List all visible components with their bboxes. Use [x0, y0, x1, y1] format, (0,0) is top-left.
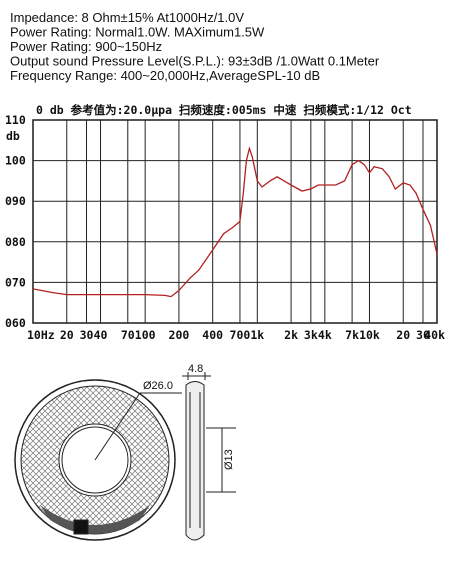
spec-line: Power Rating: Normal1.0W. MAXimum1.5W — [10, 25, 265, 40]
y-tick-label: 060 — [5, 316, 26, 330]
x-tick-label: 200 — [169, 328, 190, 342]
x-tick-label: 70 — [121, 328, 135, 342]
x-tick-label: 10Hz — [27, 328, 55, 342]
x-tick-label: 3k — [304, 328, 318, 342]
x-tick-label: 100 — [135, 328, 156, 342]
x-tick-label: 400 — [202, 328, 223, 342]
x-tick-label: 40k — [424, 328, 445, 342]
x-tick-label: 2k — [284, 328, 298, 342]
inner-diameter: Ø13 — [223, 449, 235, 470]
x-tick-label: 20 — [396, 328, 410, 342]
spec-line: Output sound Pressure Level(S.P.L.): 93±… — [10, 54, 380, 69]
x-tick-label: 700 — [230, 328, 251, 342]
y-axis-label: db — [6, 129, 20, 143]
y-tick-label: 070 — [5, 275, 26, 289]
spec-line: Impedance: 8 Ohm±15% At1000Hz/1.0V — [10, 10, 244, 25]
depth: 4.8 — [188, 363, 203, 375]
chart-subtitle: 0 db 参考值为:20.0μpa 扫频速度:005ms 中速 扫频模式:1/1… — [36, 103, 412, 117]
x-tick-label: 30 — [416, 328, 430, 342]
spec-line: Frequency Range: 400~20,000Hz,AverageSPL… — [10, 68, 320, 83]
y-tick-label: 110 — [5, 113, 26, 127]
spec-line: Power Rating: 900~150Hz — [10, 39, 162, 54]
x-tick-label: 7k — [345, 328, 359, 342]
x-tick-label: 4k — [318, 328, 332, 342]
mechanical-drawing — [14, 372, 236, 541]
data-line — [32, 146, 438, 298]
outer-diameter: Ø26.0 — [143, 380, 173, 392]
x-tick-label: 1k — [250, 328, 264, 342]
x-tick-label: 10k — [359, 328, 380, 342]
x-tick-label: 20 — [60, 328, 74, 342]
y-tick-label: 090 — [5, 194, 26, 208]
plot-frame — [32, 119, 438, 324]
y-tick-label: 080 — [5, 235, 26, 249]
x-tick-label: 40 — [94, 328, 108, 342]
x-tick-label: 30 — [80, 328, 94, 342]
y-tick-label: 100 — [5, 154, 26, 168]
